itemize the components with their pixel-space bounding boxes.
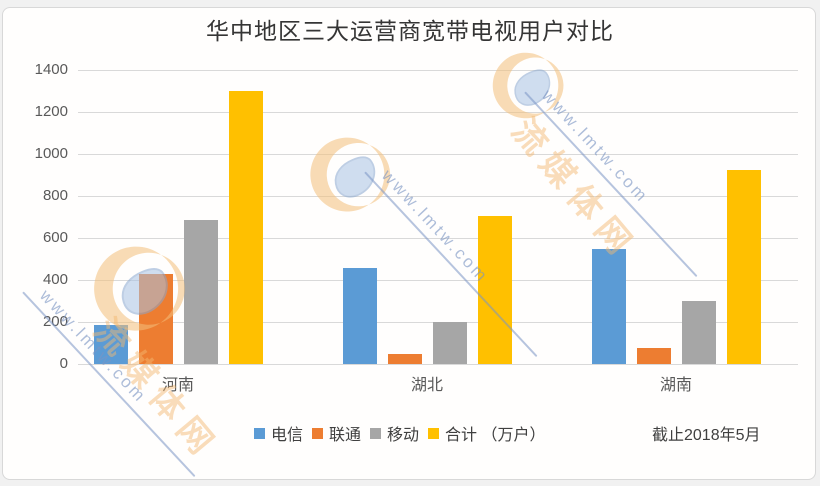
bar-total-hunan (726, 169, 761, 364)
legend-label-unicom: 联通 (329, 427, 362, 444)
bar-total-hubei (477, 215, 512, 364)
y-axis-tick-label: 1200 (34, 103, 68, 120)
bar-total-henan (228, 91, 263, 364)
legend-swatch-telecom (254, 427, 265, 439)
gridline-y1000 (78, 154, 798, 155)
bar-unicom-henan (138, 273, 173, 364)
gridline-y800 (78, 196, 798, 197)
legend-item-mobile: 移动 (370, 421, 419, 445)
y-axis-tick-label: 1400 (34, 61, 68, 78)
legend-item-telecom: 电信 (254, 421, 303, 445)
legend-label-telecom: 电信 (271, 427, 304, 444)
y-axis-tick-label: 600 (42, 229, 68, 246)
legend-label-mobile: 移动 (387, 427, 420, 444)
legend-swatch-mobile (370, 427, 382, 439)
y-axis-tick-label: 400 (42, 271, 68, 288)
chart-frame (2, 7, 816, 480)
x-axis-category-label: 湖北 (410, 377, 443, 394)
gridline-y1400 (78, 70, 798, 71)
legend: 电信 联通 移动 合计 （万户） (254, 421, 546, 445)
bar-mobile-hunan (681, 301, 716, 364)
chart-title: 华中地区三大运营商宽带电视用户对比 (206, 19, 614, 44)
legend-swatch-total (428, 427, 440, 439)
x-axis-category-label: 河南 (161, 377, 194, 394)
legend-label-total: 合计 （万户） (445, 427, 546, 444)
gridline-y0 (78, 364, 798, 365)
date-note: 截止2018年5月 (652, 427, 761, 444)
y-axis-tick-label: 800 (42, 187, 68, 204)
bar-telecom-hubei (342, 268, 377, 364)
legend-item-unicom: 联通 (312, 421, 361, 445)
bar-mobile-hubei (432, 322, 467, 364)
legend-item-total: 合计 （万户） (428, 421, 546, 445)
gridline-y1200 (78, 112, 798, 113)
bar-telecom-hunan (591, 248, 626, 364)
x-axis-category-label: 湖南 (659, 377, 692, 394)
y-axis-tick-label: 1000 (34, 145, 68, 162)
bar-unicom-hubei (387, 353, 422, 364)
y-axis-tick-label: 0 (59, 355, 68, 372)
legend-swatch-unicom (312, 427, 324, 439)
bar-mobile-henan (183, 220, 218, 364)
bar-telecom-henan (93, 325, 128, 364)
bar-unicom-hunan (636, 348, 671, 364)
y-axis-tick-label: 200 (42, 313, 68, 330)
